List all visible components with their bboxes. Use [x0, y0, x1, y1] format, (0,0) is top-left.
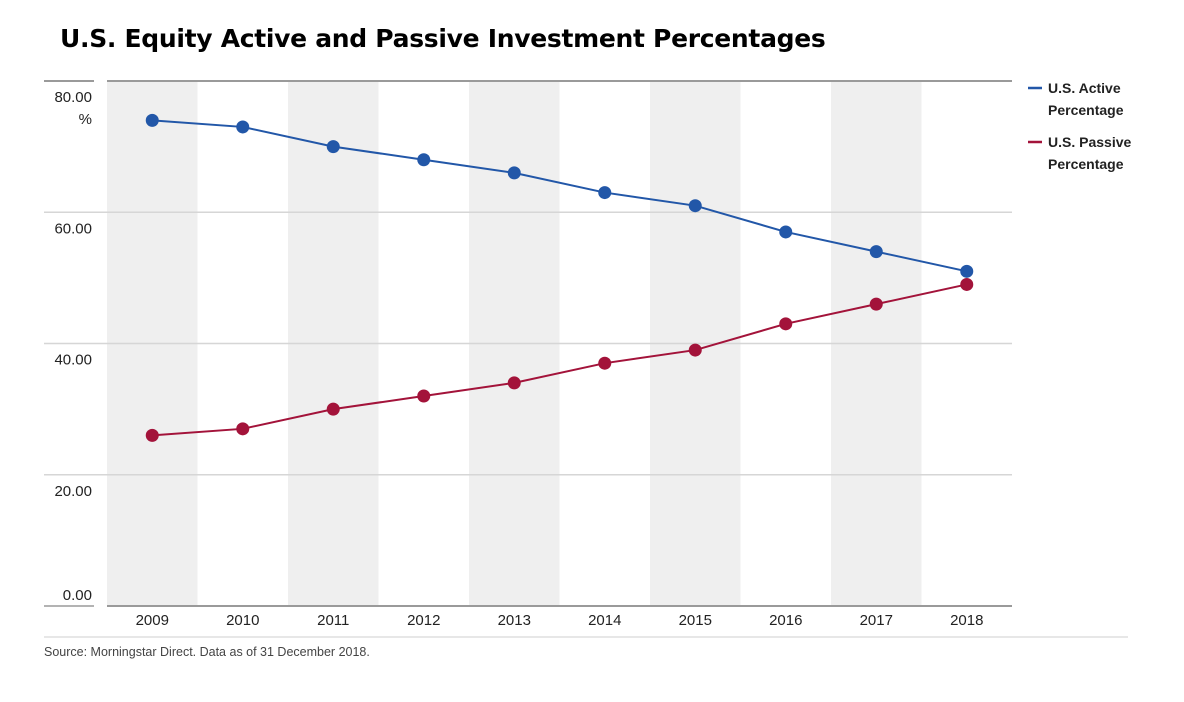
legend-label: Percentage [1048, 156, 1124, 172]
data-point [417, 389, 431, 403]
x-tick-label: 2018 [950, 612, 983, 629]
x-tick-label: 2014 [588, 612, 621, 629]
data-point [779, 225, 793, 239]
x-tick-label: 2013 [498, 612, 531, 629]
data-point [145, 428, 159, 442]
x-tick-label: 2010 [226, 612, 259, 629]
data-point [688, 343, 702, 357]
data-point [507, 166, 521, 180]
data-point [417, 153, 431, 167]
data-point [779, 317, 793, 331]
data-point [598, 356, 612, 370]
y-axis: 0.00 20.00 40.00 60.00 80.00% [54, 89, 92, 604]
data-point [869, 245, 883, 259]
data-point [960, 264, 974, 278]
x-tick-label: 2017 [860, 612, 893, 629]
series-line [152, 119, 967, 273]
data-point [869, 297, 883, 311]
x-tick-label: 2016 [769, 612, 802, 629]
data-point [326, 402, 340, 416]
chart-title: U.S. Equity Active and Passive Investmen… [60, 24, 826, 53]
data-point [145, 113, 159, 127]
data-point [688, 199, 702, 213]
x-tick-label: 2009 [136, 612, 169, 629]
series-line [152, 283, 967, 437]
y-tick-unit: % [79, 111, 92, 128]
data-point [326, 140, 340, 154]
x-tick-label: 2011 [317, 612, 349, 629]
y-tick-label: 40.00 [54, 352, 92, 369]
x-axis: 2009 2010 2011 2012 2013 2014 2015 2016 2017 2018 [44, 605, 1128, 638]
y-tick-label: 0.00 [63, 587, 92, 604]
y-tick-label: 20.00 [54, 483, 92, 500]
data-point [236, 120, 250, 134]
gridlines [44, 80, 1012, 607]
x-tick-label: 2015 [679, 612, 712, 629]
data-point [236, 422, 250, 436]
legend: U.S. Active Percentage U.S. Passive Percent… [1028, 80, 1131, 172]
data-point [598, 186, 612, 200]
legend-label: U.S. Active [1048, 80, 1121, 96]
y-tick-label: 60.00 [54, 220, 92, 237]
legend-label: Percentage [1048, 102, 1124, 118]
legend-label: U.S. Passive [1048, 134, 1131, 150]
source-note: Source: Morningstar Direct. Data as of 3… [44, 645, 370, 659]
series-layer [145, 113, 974, 442]
x-tick-label: 2012 [407, 612, 440, 629]
data-point [507, 376, 521, 390]
data-point [960, 277, 974, 291]
y-tick-label: 80.00 [54, 89, 92, 106]
